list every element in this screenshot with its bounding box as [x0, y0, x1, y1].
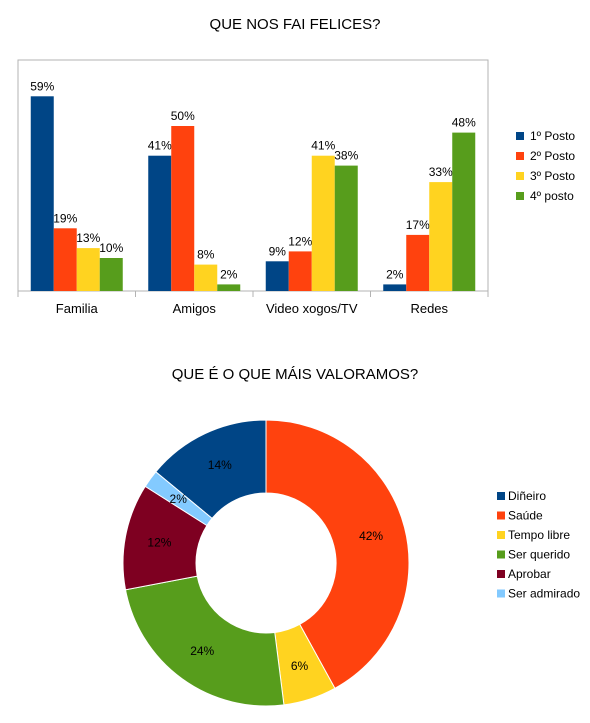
legend-swatch [497, 531, 505, 539]
bar-data-label: 9% [269, 244, 287, 258]
bar-data-label: 17% [406, 218, 430, 232]
bar-data-label: 50% [171, 109, 195, 123]
bar-data-label: 38% [334, 149, 358, 163]
legend-swatch [516, 192, 524, 200]
donut-data-label: 42% [359, 529, 383, 543]
bar [99, 258, 123, 291]
donut-data-label: 14% [208, 458, 232, 472]
donut-data-label: 12% [147, 536, 171, 550]
x-tick-label: Video xogos/TV [266, 301, 358, 316]
x-tick-label: Redes [410, 301, 448, 316]
legend-swatch [497, 589, 505, 598]
legend-swatch [497, 550, 505, 559]
bar [194, 264, 218, 291]
bar-data-label: 41% [148, 139, 172, 153]
legend-entry: Tempo libre [508, 528, 570, 542]
bar [76, 248, 100, 291]
bar-data-label: 8% [197, 248, 215, 262]
bar [311, 155, 335, 291]
legend-swatch [497, 570, 505, 578]
bar-data-label: 41% [311, 139, 335, 153]
legend-swatch [497, 492, 505, 500]
legend-swatch [516, 152, 524, 160]
bar [452, 132, 476, 291]
legend-entry: Saúde [508, 509, 543, 523]
bar [171, 126, 195, 291]
bar-data-label: 12% [288, 234, 312, 248]
legend-entry: Diñeiro [508, 489, 546, 503]
bar [30, 96, 54, 291]
bar [383, 284, 407, 291]
bar [288, 251, 312, 291]
legend-entry: 1º Posto [530, 129, 575, 143]
bar-chart-title: QUE NOS FAI FELICES? [209, 16, 381, 33]
bar-data-label: 2% [386, 267, 404, 281]
x-tick-label: Familia [56, 301, 99, 316]
legend-entry: Ser admirado [508, 587, 580, 601]
bar-data-label: 48% [452, 116, 476, 130]
bar [429, 182, 453, 291]
x-tick-label: Amigos [173, 301, 217, 316]
bar [53, 228, 77, 291]
legend-entry: Ser querido [508, 548, 570, 562]
donut-slice [124, 575, 285, 707]
donut-slice [265, 419, 410, 689]
bar [265, 261, 289, 291]
legend-entry: 2º Posto [530, 149, 575, 163]
legend-swatch [516, 172, 524, 180]
bar [334, 165, 358, 291]
bar [217, 284, 241, 291]
legend-swatch [516, 132, 524, 140]
bar [148, 155, 172, 291]
bar-data-label: 10% [99, 241, 123, 255]
donut-data-label: 2% [170, 492, 188, 506]
legend-entry: Aprobar [508, 567, 551, 581]
legend-entry: 4º posto [530, 189, 574, 203]
bar-data-label: 59% [30, 79, 54, 93]
bar-data-label: 33% [429, 165, 453, 179]
donut-data-label: 24% [190, 644, 214, 658]
legend-entry: 3º Posto [530, 169, 575, 183]
legend-swatch [497, 511, 505, 520]
donut-data-label: 6% [291, 659, 309, 673]
bar-data-label: 13% [76, 231, 100, 245]
bar-data-label: 19% [53, 211, 77, 225]
donut-chart-title: QUE É O QUE MÁIS VALORAMOS? [171, 366, 419, 383]
bar [406, 234, 430, 291]
bar-data-label: 2% [220, 267, 238, 281]
donut-slice [144, 471, 213, 527]
